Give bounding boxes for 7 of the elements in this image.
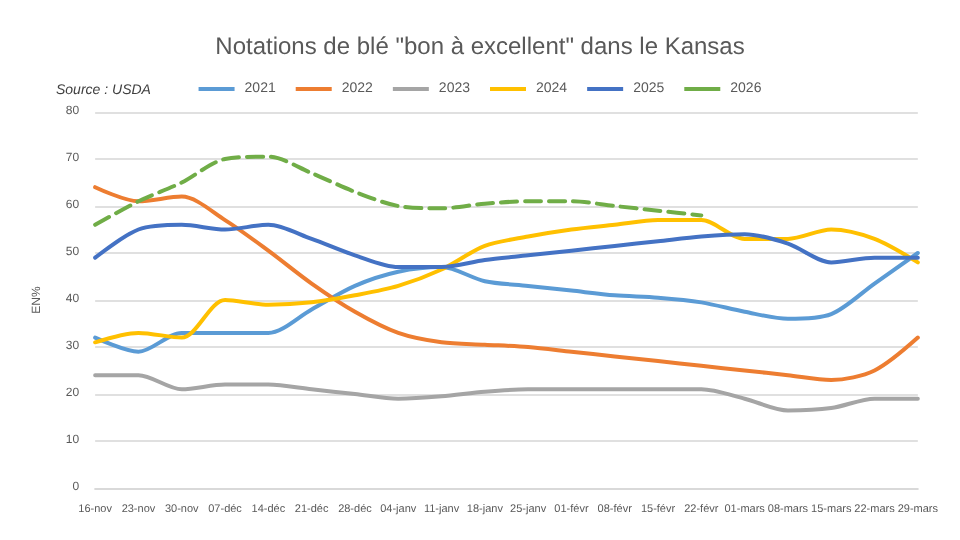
line-series xyxy=(93,218,920,345)
chart-title: Notations de blé "bon à excellent" dans le Kansas xyxy=(215,32,745,60)
line-series xyxy=(93,222,920,270)
line-series xyxy=(93,154,704,227)
line-series xyxy=(93,185,920,382)
line-series xyxy=(93,251,920,354)
line-series xyxy=(93,373,920,413)
